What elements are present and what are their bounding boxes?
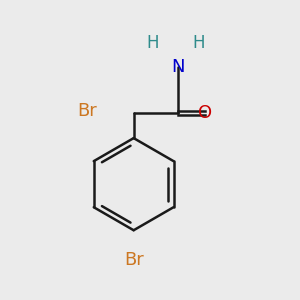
Text: H: H — [147, 34, 159, 52]
Text: H: H — [193, 34, 205, 52]
Text: Br: Br — [124, 251, 143, 269]
Text: N: N — [172, 58, 185, 76]
Text: O: O — [198, 104, 212, 122]
Text: Br: Br — [78, 102, 98, 120]
